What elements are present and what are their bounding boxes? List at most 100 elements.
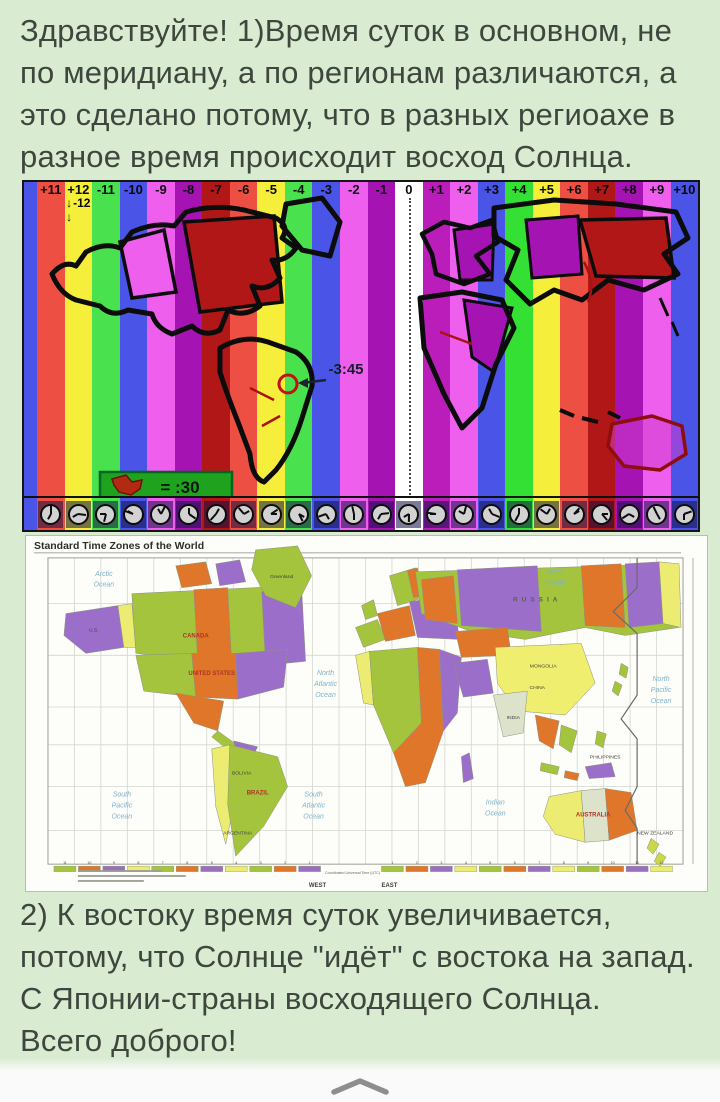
svg-text:8: 8 <box>137 861 139 865</box>
svg-text:2: 2 <box>416 861 418 865</box>
timezone-offset-label: +7 <box>594 182 610 197</box>
clock-icon <box>532 498 561 530</box>
answer-paragraph-2: 2) К востоку время суток увеличивается, … <box>20 897 695 1016</box>
svg-text:4: 4 <box>235 861 237 865</box>
svg-text:11: 11 <box>63 861 67 865</box>
clock-icon <box>37 498 65 530</box>
timezone-offset-label: -8 <box>182 182 195 197</box>
svg-text:4: 4 <box>465 861 467 865</box>
clock-icon <box>312 498 341 530</box>
svg-text:8: 8 <box>563 861 565 865</box>
answer-paragraph-1: Здравствуйте! 1)Время суток в основном, … <box>20 13 677 174</box>
ocean-label-indian: Indian Ocean <box>485 799 506 817</box>
timezone-offset-label: -3 <box>320 182 333 197</box>
timezone-offset-label: -9 <box>155 182 167 197</box>
label-philippines: PHILIPPINES <box>590 755 621 761</box>
ocean-label-south-atlantic: South Atlantic Ocean <box>301 792 325 821</box>
clock-cell-partial <box>24 498 37 530</box>
clock-icon <box>340 498 368 530</box>
svg-text:10: 10 <box>611 861 615 865</box>
timezone-offset-label: -6 <box>237 182 250 197</box>
hour-scale: 11 10 9 8 7 6 5 4 3 2 1 1 2 3 4 5 6 7 8 9 10 11 12 <box>53 861 673 872</box>
svg-text:11: 11 <box>635 861 639 865</box>
clock-icon <box>284 498 313 530</box>
timezone-stripe: -2 <box>340 182 368 530</box>
svg-text:5: 5 <box>489 861 491 865</box>
timezone-stripe: +12-12 <box>64 182 93 530</box>
clock-icon <box>477 498 506 530</box>
international-date-line <box>612 557 638 865</box>
ocean-label-north-atlantic: North Atlantic Ocean <box>313 670 337 699</box>
timezone-offset-label: 0 <box>405 182 413 197</box>
svg-text:6: 6 <box>186 861 188 865</box>
timezone-offset-label: +2 <box>456 182 472 197</box>
timezone-offset-label: -10 <box>124 182 143 197</box>
svg-text:= :30: = :30 <box>160 478 199 497</box>
clock-icon <box>587 498 616 530</box>
label-russia: RUSSIA <box>513 597 561 604</box>
label-australia: AUSTRALIA <box>576 812 611 818</box>
svg-text:1: 1 <box>391 861 393 865</box>
timezone-offset-label: -2 <box>348 182 360 197</box>
timezone-offset-label: -5 <box>265 182 277 197</box>
clock-icon <box>615 498 644 530</box>
svg-text:5: 5 <box>211 861 213 865</box>
label-mongolia: MONGOLIA <box>530 663 558 669</box>
label-united-states: UNITED STATES <box>188 671 235 677</box>
svg-text:7: 7 <box>538 861 540 865</box>
timezone-offset-label: +1 <box>429 182 444 197</box>
timezone-offset-label: +5 <box>539 182 555 197</box>
label-brazil: BRAZIL <box>247 791 269 797</box>
timezone-offset-label: +10 <box>673 182 696 197</box>
label-west: WEST <box>309 883 327 889</box>
clock-icon <box>505 498 533 530</box>
svg-text:9: 9 <box>113 861 115 865</box>
svg-text:7: 7 <box>162 861 164 865</box>
svg-text:10: 10 <box>87 861 91 865</box>
ocean-label-north-pacific: North Pacific Ocean <box>651 676 672 705</box>
timezone-offset-label: +3 <box>484 182 499 197</box>
dateline-minus12-label: -12 <box>66 196 90 224</box>
clock-icon <box>367 498 396 530</box>
clock-icon <box>257 498 285 530</box>
timezone-offset-label: +9 <box>649 182 665 197</box>
answer-paragraph-3: Всего доброго! <box>20 1023 237 1058</box>
svg-text:1: 1 <box>309 861 311 865</box>
label-china: CHINA <box>529 685 545 691</box>
map2-land <box>63 545 682 867</box>
svg-text:6: 6 <box>514 861 516 865</box>
label-india: INDIA <box>507 715 521 721</box>
collapse-bar[interactable] <box>0 1058 720 1102</box>
clock-icon <box>422 498 451 530</box>
timezone-offset-label: -11 <box>96 182 115 197</box>
label-argentina: ARGENTINA <box>223 830 253 836</box>
clock-icon <box>174 498 203 530</box>
timezone-stripe-partial <box>24 182 37 530</box>
landmass-outlines: -3:45 = :30 <box>49 195 691 501</box>
chevron-up-icon[interactable] <box>328 1076 392 1096</box>
utc-note: Coordinated Universal Time (UTC) <box>325 871 380 875</box>
timezone-offset-label: +12 <box>67 182 90 197</box>
half-hour-offset-annotation: -3:45 <box>328 361 363 378</box>
label-east: EAST <box>381 883 397 889</box>
clock-icon <box>119 498 148 530</box>
half-hour-legend: = :30 <box>98 470 234 501</box>
timezone-offset-label: +8 <box>621 182 637 197</box>
clock-row <box>24 496 698 530</box>
svg-text:3: 3 <box>260 861 262 865</box>
clock-icon <box>450 498 478 530</box>
clock-icon <box>92 498 120 530</box>
timezone-offset-label: +11 <box>40 182 62 197</box>
label-us-alaska: U.S. <box>89 627 99 633</box>
svg-text:3: 3 <box>440 861 442 865</box>
map2-title: Standard Time Zones of the World <box>34 541 204 552</box>
timezone-stripe: -1 <box>367 182 396 530</box>
label-canada: CANADA <box>183 633 210 639</box>
timezone-stripe: +11 <box>37 182 65 530</box>
svg-text:12: 12 <box>660 861 664 865</box>
timezone-offset-label: -4 <box>292 182 305 197</box>
map-footnotes <box>77 870 186 882</box>
timezone-offset-label: +4 <box>511 182 527 197</box>
clock-icon <box>670 498 698 530</box>
svg-text:9: 9 <box>587 861 589 865</box>
